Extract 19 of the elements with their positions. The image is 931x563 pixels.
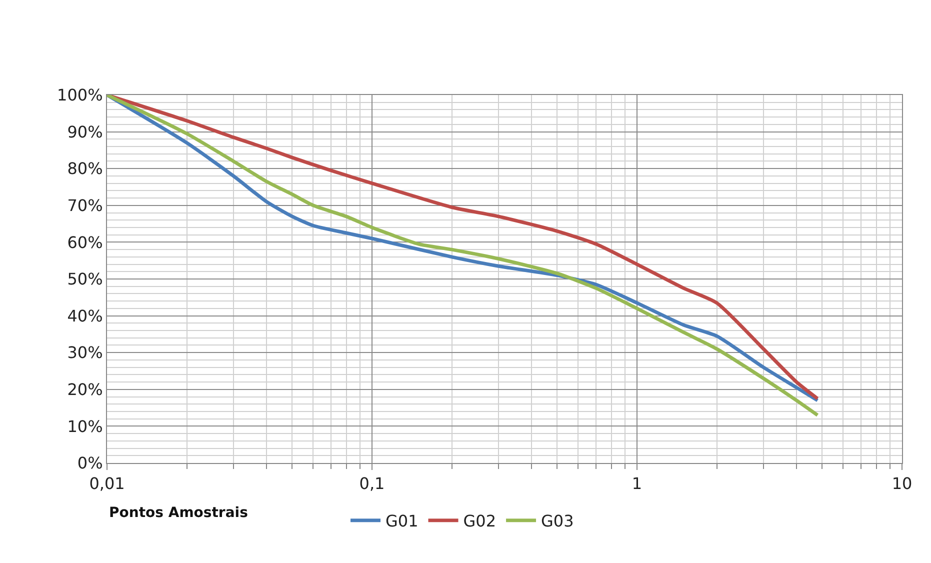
legend-label: G02 <box>463 512 496 531</box>
x-tick-label: 0,1 <box>359 474 385 494</box>
y-tick-label: 20% <box>67 380 103 399</box>
x-tick-label: 10 <box>892 474 912 494</box>
x-axis-title: Pontos Amostrais <box>109 505 248 521</box>
y-tick-label: 70% <box>67 196 103 215</box>
legend-label: G03 <box>541 512 574 531</box>
y-tick-label: 80% <box>67 159 103 178</box>
y-tick-label: 40% <box>67 306 103 326</box>
y-tick-label: 100% <box>57 86 103 105</box>
y-tick-label: 30% <box>67 343 103 362</box>
x-tick-label: 1 <box>632 474 642 494</box>
y-tick-label: 10% <box>67 416 103 436</box>
y-tick-label: 60% <box>67 232 103 252</box>
legend-label: G01 <box>386 512 418 531</box>
x-tick-label: 0,01 <box>89 474 125 494</box>
y-tick-label: 50% <box>67 270 103 289</box>
y-tick-label: 0% <box>77 454 103 473</box>
y-tick-label: 90% <box>67 122 103 142</box>
